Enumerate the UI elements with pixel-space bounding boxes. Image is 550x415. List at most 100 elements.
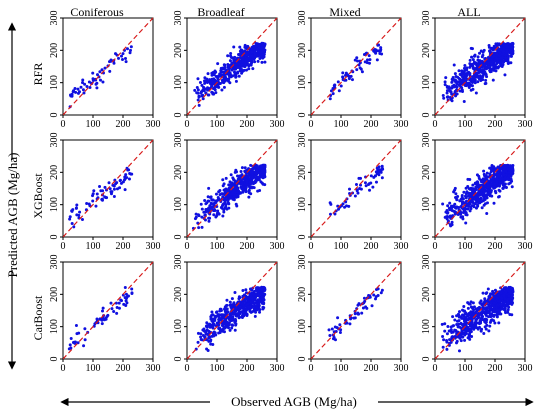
data-point [453, 212, 457, 216]
data-point [375, 172, 379, 176]
data-point [485, 196, 489, 200]
data-point [508, 164, 512, 168]
data-point [196, 77, 200, 81]
data-point [372, 175, 376, 179]
data-point [227, 323, 231, 327]
data-point [121, 180, 125, 184]
data-point [229, 54, 233, 58]
x-tick-label: 300 [518, 241, 533, 252]
x-tick-label: 200 [364, 119, 379, 130]
data-point [260, 170, 264, 174]
data-point [442, 338, 446, 342]
data-point [471, 66, 475, 70]
x-tick-label: 300 [518, 119, 533, 130]
y-tick-label: 200 [421, 165, 432, 180]
data-point [250, 50, 254, 54]
one-to-one-line [62, 139, 154, 238]
data-point [226, 188, 230, 192]
data-point [465, 202, 469, 206]
data-point [494, 177, 498, 180]
data-point [471, 76, 475, 80]
data-point [205, 321, 209, 325]
data-point [213, 69, 217, 73]
data-point [462, 305, 466, 308]
x-tick-label: 300 [146, 241, 161, 252]
data-point [260, 41, 264, 45]
data-point [233, 328, 237, 332]
data-point [365, 58, 369, 62]
data-point [217, 190, 221, 194]
data-point [502, 293, 506, 297]
data-point [481, 310, 485, 314]
data-point [247, 64, 251, 68]
data-point [490, 194, 494, 198]
data-point [338, 331, 342, 335]
data-point [262, 292, 266, 296]
data-point [229, 305, 233, 309]
x-tick-label: 300 [518, 363, 533, 374]
data-point [464, 195, 468, 199]
data-point [211, 205, 215, 209]
data-point [484, 327, 488, 331]
data-point [476, 203, 480, 207]
data-point [254, 42, 258, 45]
data-point [249, 294, 253, 298]
data-point [68, 215, 72, 219]
data-point [214, 310, 218, 314]
x-tick-label: 100 [86, 241, 101, 252]
data-point [510, 185, 514, 189]
data-point [253, 164, 257, 168]
data-point [103, 195, 107, 199]
data-point [245, 308, 249, 312]
data-point [476, 308, 480, 312]
data-point [477, 76, 481, 80]
data-point [228, 180, 232, 184]
data-point [115, 311, 119, 315]
data-point [450, 80, 454, 84]
data-point [498, 303, 502, 307]
data-point [459, 339, 463, 343]
data-point [202, 210, 206, 214]
data-point [501, 59, 505, 63]
data-point [95, 317, 99, 321]
data-point [209, 202, 213, 206]
data-point [511, 301, 514, 305]
data-point [241, 60, 245, 64]
data-point [259, 164, 263, 168]
data-point [505, 48, 509, 52]
data-point [498, 51, 502, 55]
data-point [483, 70, 487, 74]
data-point [263, 183, 267, 187]
data-point [234, 322, 238, 326]
data-point [222, 79, 226, 83]
data-point [471, 58, 475, 62]
x-tick-label: 200 [240, 241, 255, 252]
data-point [487, 45, 491, 49]
data-point [109, 59, 113, 63]
data-point [197, 103, 201, 107]
x-tick-label: 200 [488, 363, 503, 374]
data-point [461, 217, 465, 221]
data-point [112, 309, 116, 313]
data-point [495, 58, 499, 62]
x-tick-label: 100 [334, 119, 349, 130]
data-point [100, 322, 104, 326]
data-point [244, 68, 248, 72]
data-point [491, 289, 495, 293]
data-point [231, 176, 235, 180]
data-point [500, 55, 504, 59]
data-point [488, 324, 492, 328]
data-point [336, 316, 340, 320]
data-point [124, 299, 128, 303]
data-point [212, 330, 216, 334]
y-tick-label: 300 [49, 133, 60, 148]
x-tick-label: 200 [364, 241, 379, 252]
data-point [453, 72, 457, 76]
data-point [503, 297, 507, 301]
y-tick-label: 200 [173, 287, 184, 302]
data-point [210, 319, 214, 323]
data-point [250, 169, 254, 173]
x-tick-label: 100 [458, 363, 473, 374]
y-tick-label: 300 [297, 133, 308, 148]
